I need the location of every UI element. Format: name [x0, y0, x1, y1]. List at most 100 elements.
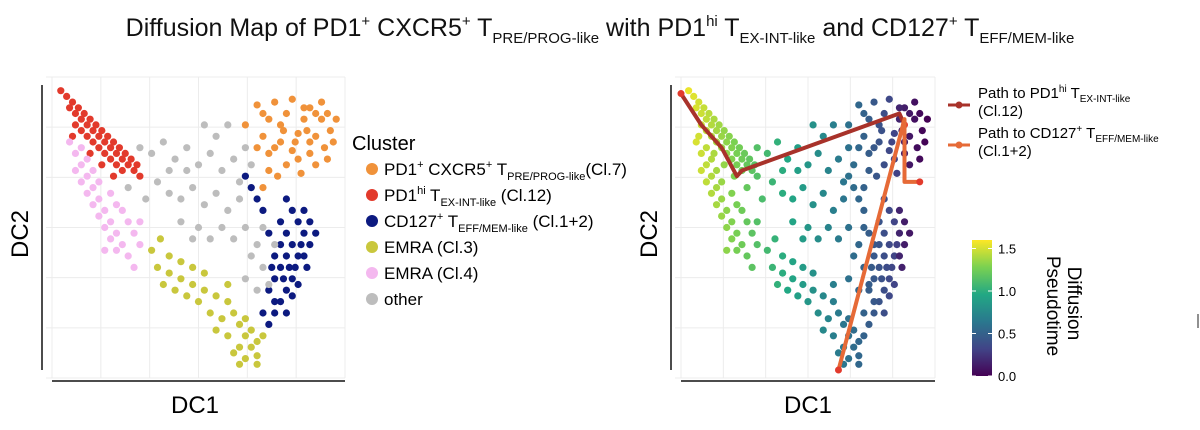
legend-label-c4: EMRA (Cl.4) [384, 264, 478, 283]
point-pseudotime [733, 149, 741, 157]
point-pseudotime [712, 184, 721, 192]
point-pseudotime [712, 166, 721, 175]
point-c3 [235, 343, 244, 351]
point-c7 [294, 155, 302, 163]
point-c12b [259, 309, 267, 317]
point-other [148, 149, 156, 157]
point-c12 [107, 144, 115, 152]
point-pseudotime [895, 252, 904, 260]
path-legend-label-part: T [1067, 85, 1080, 102]
point-c3 [247, 326, 255, 334]
point-c4 [77, 144, 85, 152]
point-pseudotime [860, 206, 868, 214]
point-c12b [294, 252, 302, 260]
point-pseudotime [885, 241, 893, 249]
point-c7 [288, 146, 296, 155]
point-c4 [83, 189, 91, 197]
point-pseudotime [824, 315, 832, 323]
point-other [218, 166, 226, 175]
point-other [241, 144, 249, 152]
title-part: T [471, 14, 493, 42]
point-other [194, 223, 203, 232]
left-y-axis-label: DC2 [7, 210, 34, 258]
point-pseudotime [875, 263, 883, 271]
point-pseudotime [789, 195, 797, 203]
point-pseudotime [809, 286, 817, 294]
point-c7 [317, 98, 326, 106]
point-pseudotime [895, 104, 904, 112]
point-c7 [279, 127, 288, 135]
point-c3 [194, 298, 203, 306]
point-c3 [177, 275, 185, 283]
point-c7 [259, 109, 267, 118]
point-pseudotime [794, 292, 802, 300]
point-pseudotime [872, 172, 881, 180]
point-c4 [101, 223, 109, 232]
point-pseudotime [753, 218, 761, 226]
point-pseudotime [738, 206, 746, 214]
title-part: T [718, 14, 740, 42]
point-other [235, 178, 244, 186]
point-pseudotime [916, 109, 924, 118]
point-c12b [300, 206, 308, 214]
point-c12 [89, 138, 97, 146]
point-pseudotime [860, 223, 868, 232]
point-pseudotime [883, 263, 891, 271]
path-legend-label-1: Path to PD1hi TEX-INT-like [978, 84, 1131, 105]
title-sup: hi [706, 13, 718, 30]
point-pseudotime [735, 144, 744, 152]
point-pseudotime [829, 298, 838, 306]
point-pseudotime [906, 132, 914, 140]
point-other [124, 184, 132, 192]
point-c7 [323, 109, 332, 118]
point-c12b [300, 229, 308, 237]
point-c4 [77, 161, 85, 169]
point-pseudotime [855, 360, 863, 368]
point-c12 [71, 109, 80, 118]
point-other [189, 184, 197, 192]
point-pseudotime [860, 132, 868, 140]
left-plot: DC1 DC2 [7, 76, 346, 419]
point-c12 [104, 132, 112, 140]
point-other [200, 121, 208, 129]
point-pseudotime [740, 149, 749, 157]
title-part: CXCR5 [370, 14, 462, 42]
point-c7 [317, 115, 326, 123]
point-c4 [124, 218, 132, 226]
point-other [212, 132, 220, 140]
point-pseudotime [692, 138, 700, 146]
point-c4 [95, 195, 103, 203]
point-pseudotime [829, 206, 838, 214]
legend-swatch-c7 [366, 163, 378, 175]
point-pseudotime [850, 252, 858, 260]
point-c7 [300, 104, 308, 112]
point-pseudotime [753, 172, 761, 180]
point-pseudotime [890, 218, 898, 226]
point-c12 [80, 109, 88, 118]
point-c12b [294, 218, 302, 226]
path-start-dot [834, 366, 842, 374]
point-pseudotime [885, 275, 893, 283]
point-other [142, 195, 150, 203]
point-c12b [253, 195, 261, 203]
point-c3 [235, 320, 244, 328]
point-c4 [71, 149, 80, 157]
point-pseudotime [758, 195, 766, 203]
point-other [224, 206, 232, 214]
point-c12 [98, 161, 106, 169]
point-c7 [274, 172, 282, 180]
point-c12b [276, 241, 285, 249]
point-pseudotime [697, 166, 705, 175]
point-pseudotime [712, 201, 721, 209]
legend-swatch-c4 [366, 267, 378, 279]
point-pseudotime [898, 263, 906, 271]
point-pseudotime [834, 349, 843, 357]
point-pseudotime [728, 144, 736, 152]
point-c3 [171, 286, 179, 294]
point-pseudotime [911, 115, 919, 123]
point-c3 [247, 343, 255, 351]
point-c3 [253, 360, 261, 368]
title-sup: + [462, 13, 471, 30]
point-pseudotime [814, 235, 822, 243]
point-c3 [200, 286, 208, 294]
